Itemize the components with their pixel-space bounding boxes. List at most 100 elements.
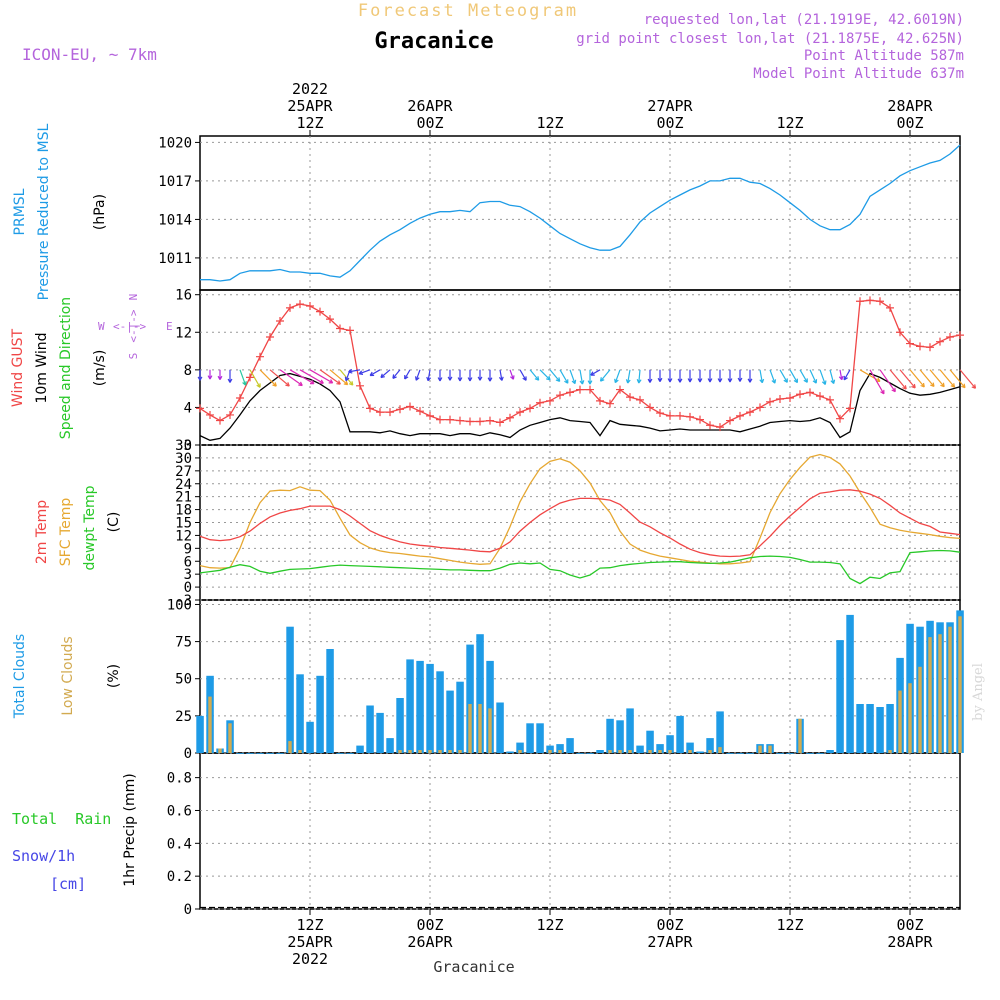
wind-gust-point (236, 394, 244, 403)
low-clouds-bar (218, 748, 222, 753)
pressure-ytick-label: 1014 (158, 212, 192, 228)
total-clouds-bar (626, 708, 634, 753)
total-clouds-bar (886, 704, 894, 753)
wind-gust-point (786, 394, 794, 403)
snow-label: Snow/1h (12, 847, 75, 865)
wind-gust-point (916, 342, 924, 351)
wind-gust-point (396, 405, 404, 414)
wind-direction-arrow (717, 369, 723, 383)
top-tick-label: 12Z (296, 114, 323, 132)
wind-gust-point (866, 296, 874, 305)
top-tick-label: 00Z (896, 114, 923, 132)
wind-gust-point (586, 385, 594, 394)
total-clouds-bar (266, 753, 274, 754)
total-clouds-bar (356, 745, 364, 753)
total-clouds-bar (866, 704, 874, 753)
total-clouds-bar (366, 705, 374, 753)
low-clouds-bar (898, 690, 902, 753)
wind-gust-point (696, 415, 704, 424)
bottom-tick-label: 12Z (536, 916, 563, 934)
low-clouds-bar (618, 750, 622, 753)
total-clouds-bar (836, 640, 844, 753)
low-clouds-bar (608, 750, 612, 753)
wind-gust-point (576, 385, 584, 394)
wind-gust-point (616, 385, 624, 394)
total-clouds-bar (816, 753, 824, 754)
top-tick-label: 28APR (887, 97, 933, 115)
top-tick-label: 25APR (287, 97, 333, 115)
wind-gust-point (676, 411, 684, 420)
total-clouds-bar (546, 745, 554, 753)
wind-direction-arrow (819, 369, 827, 385)
wind-gust-point (246, 373, 254, 382)
wind-direction-arrow (779, 369, 788, 383)
wind-direction-arrow (789, 369, 798, 384)
temperature-ytick-label: 24 (175, 477, 192, 493)
total-clouds-bar (576, 753, 584, 754)
wind-gust-point (376, 408, 384, 417)
chart-title: Forecast Meteogram (358, 1, 578, 21)
wind-ytick-label: 16 (175, 288, 192, 304)
precip-ytick-label: 0.6 (167, 803, 192, 819)
wind-direction-arrow (519, 369, 527, 381)
wind-gust-label: Wind GUST (10, 328, 26, 407)
low-clouds-bar (418, 750, 422, 753)
low-clouds-bar (628, 750, 632, 753)
wind-direction-arrow (539, 369, 551, 381)
wind-direction-arrow (269, 369, 290, 387)
total-clouds-bar (316, 675, 324, 753)
panel-y-ticks: 10111014101710200481216-3036912151821242… (158, 135, 200, 918)
total-clouds-bar (646, 730, 654, 753)
clouds-panel-frame (199, 599, 961, 754)
temperature-ytick-label: 12 (175, 528, 192, 544)
low-clouds-bar (208, 696, 212, 753)
total-clouds-bar (696, 751, 704, 753)
wind-gust-point (886, 303, 894, 312)
temperature-ytick-label: -3 (175, 593, 192, 609)
bottom-tick-label: 00Z (656, 916, 683, 934)
precip-panel-frame (199, 752, 961, 910)
wind-gust-point (846, 404, 854, 413)
wind-gust-point (856, 297, 864, 306)
wind-gust-point (706, 421, 714, 430)
low-clouds-bar (518, 750, 522, 753)
wind-gust-point (356, 381, 364, 390)
watermark: by Angel (971, 663, 986, 721)
low-clouds-bar (398, 750, 402, 753)
wind-gust-point (366, 404, 374, 413)
low-clouds-bar (438, 750, 442, 753)
wind-gust-point (476, 417, 484, 426)
wind-gust-point (296, 300, 304, 309)
wind-gust-point (406, 402, 414, 411)
compass-s: S (127, 353, 140, 360)
location-title: Gracanice (374, 29, 493, 54)
wind-10m-label: 10m Wind (34, 332, 50, 403)
wind-direction-arrow (339, 369, 354, 386)
temperature-ytick-label: 27 (175, 464, 192, 480)
bottom-tick-label: 27APR (647, 933, 693, 951)
total-clouds-bar (876, 707, 884, 753)
wind-direction-arrow (899, 369, 916, 389)
wind-gust-point (436, 415, 444, 424)
bottom-tick-label: 00Z (416, 916, 443, 934)
total-clouds-bar (306, 721, 314, 753)
total-clouds-bar (556, 744, 564, 753)
total-clouds-bar (606, 718, 614, 753)
wind-direction-arrow (549, 369, 561, 382)
bottom-tick-label: 00Z (896, 916, 923, 934)
total-clouds-bar (346, 753, 354, 754)
wind-gust-point (596, 396, 604, 405)
low-clouds-bar (958, 616, 962, 753)
wind-gust-point (326, 315, 334, 324)
low-clouds-bar (798, 718, 802, 753)
total-clouds-bar (636, 745, 644, 753)
wind-speed-dir-label: Speed and Direction (58, 297, 74, 439)
wind-gust-point (806, 388, 814, 397)
compass-n: N (127, 294, 140, 301)
bottom-tick-label: 12Z (296, 916, 323, 934)
low-clouds-bar (408, 750, 412, 753)
wind-gust-point (746, 408, 754, 417)
total-clouds-bar (596, 750, 604, 753)
